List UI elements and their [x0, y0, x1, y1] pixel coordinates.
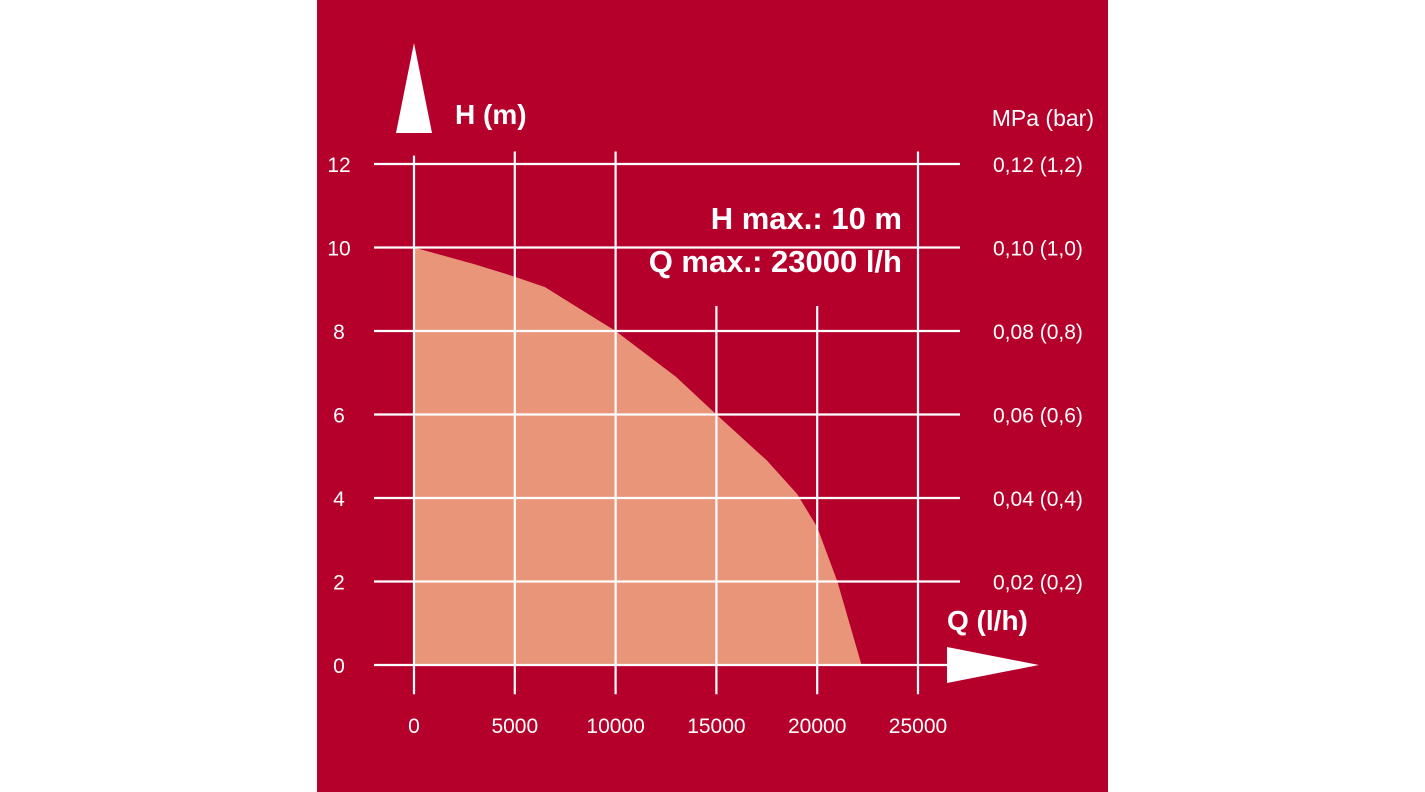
y2-tick-label: 0,08 (0,8): [993, 321, 1083, 344]
x-axis-title: Q (l/h): [947, 605, 1028, 636]
y-tick-label: 0: [333, 655, 345, 678]
y-tick-label: 4: [333, 488, 345, 511]
x-tick-label: 10000: [586, 715, 644, 738]
y2-tick-label: 0,02 (0,2): [993, 572, 1083, 595]
y2-tick-label: 0,12 (1,2): [993, 154, 1083, 177]
y-tick-label: 6: [333, 405, 345, 428]
y-tick-label: 8: [333, 321, 345, 344]
y-axis-title: H (m): [455, 99, 527, 130]
pump-performance-chart: 0 2 4 6 8 10 12 0 5000 10000 15000 20000 25000 0,02 (…: [317, 0, 1108, 792]
y-tick-label: 2: [333, 572, 345, 595]
y-axis-arrow: [396, 43, 432, 133]
x-tick-label: 5000: [491, 715, 538, 738]
x-tick-label: 0: [408, 715, 420, 738]
y2-tick-label: 0,04 (0,4): [993, 488, 1083, 511]
x-tick-label: 15000: [687, 715, 745, 738]
x-tick-label: 20000: [788, 715, 846, 738]
x-tick-label: 25000: [889, 715, 947, 738]
performance-curve-area: [414, 247, 862, 665]
q-max-annotation: Q max.: 23000 l/h: [649, 244, 902, 279]
y2-tick-label: 0,06 (0,6): [993, 405, 1083, 428]
h-max-annotation: H max.: 10 m: [711, 201, 902, 236]
y-tick-label: 10: [327, 238, 350, 261]
y-tick-label: 12: [327, 154, 350, 177]
y2-axis-title: MPa (bar): [992, 105, 1094, 131]
y2-tick-label: 0,10 (1,0): [993, 238, 1083, 261]
x-axis-arrow: [947, 647, 1039, 683]
chart-panel: 0 2 4 6 8 10 12 0 5000 10000 15000 20000 25000 0,02 (…: [317, 0, 1108, 792]
